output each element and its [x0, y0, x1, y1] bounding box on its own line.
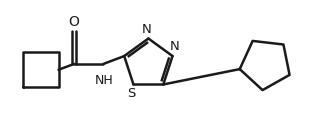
Text: NH: NH: [95, 74, 114, 87]
Text: N: N: [142, 23, 151, 36]
Text: O: O: [69, 15, 80, 29]
Text: S: S: [127, 87, 136, 100]
Text: N: N: [170, 40, 179, 53]
